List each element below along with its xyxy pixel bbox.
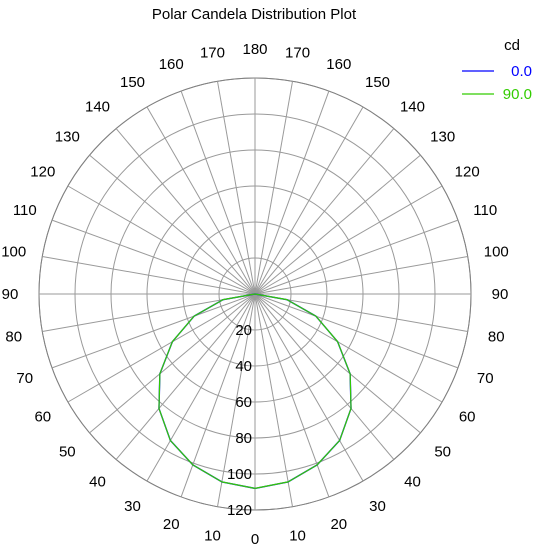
- radial-label: 60: [235, 394, 252, 411]
- chart-title: Polar Candela Distribution Plot: [152, 6, 357, 23]
- grid-spoke: [216, 293, 256, 507]
- radial-label: 100: [227, 466, 252, 483]
- radial-labels: 20 40 60 80 100 120: [227, 322, 252, 519]
- angle-label: 120: [455, 164, 480, 181]
- grid-spoke: [180, 293, 256, 498]
- series-layer: [158, 293, 352, 490]
- angle-label: 170: [285, 45, 310, 62]
- grid-spoke: [42, 255, 256, 295]
- radial-label: 120: [227, 502, 252, 519]
- angle-labels: 0 10 10 20 20 30 30 40 40 50 50 60 60 70 70 80 80 90 90 100…: [1, 41, 509, 548]
- angle-label: 30: [124, 498, 141, 515]
- grid-spoke: [254, 293, 421, 434]
- grid-spoke: [254, 90, 330, 295]
- angle-label: 60: [34, 409, 51, 426]
- angle-label: 10: [289, 527, 306, 544]
- angle-label: 40: [89, 474, 106, 491]
- grid-spoke: [67, 185, 256, 295]
- grid-spoke: [115, 293, 256, 460]
- polar-grid: [38, 77, 472, 511]
- grid-spoke: [254, 293, 330, 498]
- grid-spoke: [254, 293, 443, 403]
- angle-label: 20: [330, 516, 347, 533]
- grid-spoke: [51, 293, 256, 369]
- angle-label: 0: [251, 531, 259, 548]
- angle-label: 130: [430, 129, 455, 146]
- angle-label: 60: [459, 409, 476, 426]
- grid-spoke: [146, 293, 256, 482]
- angle-label: 30: [369, 498, 386, 515]
- grid-spoke: [254, 293, 459, 369]
- angle-label: 140: [85, 98, 110, 115]
- angle-label: 100: [1, 243, 26, 260]
- angle-label: 150: [120, 74, 145, 91]
- legend: cd 0.0 90.0: [462, 37, 532, 103]
- angle-label: 120: [30, 164, 55, 181]
- angle-label: 40: [404, 474, 421, 491]
- grid-spoke: [146, 106, 256, 295]
- grid-spoke: [180, 90, 256, 295]
- angle-label: 70: [477, 370, 494, 387]
- angle-label: 90: [492, 286, 509, 303]
- grid-spoke: [254, 293, 468, 333]
- grid-spoke: [216, 81, 256, 295]
- angle-label: 130: [55, 129, 80, 146]
- grid-spoke: [254, 219, 459, 295]
- radial-label: 40: [235, 358, 252, 375]
- grid-spoke: [115, 128, 256, 295]
- angle-label: 70: [16, 370, 33, 387]
- legend-label: 0.0: [511, 63, 532, 80]
- angle-label: 100: [484, 243, 509, 260]
- grid-spoke: [89, 154, 256, 295]
- angle-label: 180: [242, 41, 267, 58]
- angle-label: 140: [400, 98, 425, 115]
- grid-spoke: [254, 81, 294, 295]
- angle-label: 80: [5, 329, 22, 346]
- angle-label: 90: [2, 286, 19, 303]
- grid-spoke: [254, 293, 364, 482]
- series-line: [158, 293, 352, 489]
- grid-spoke: [51, 219, 256, 295]
- angle-label: 80: [488, 329, 505, 346]
- angle-label: 10: [204, 527, 221, 544]
- legend-unit: cd: [504, 37, 520, 54]
- angle-label: 50: [59, 443, 76, 460]
- radial-label: 20: [235, 322, 252, 339]
- grid-spoke: [254, 185, 443, 295]
- grid-spoke: [89, 293, 256, 434]
- angle-label: 110: [13, 202, 37, 219]
- grid-spoke: [254, 154, 421, 295]
- angle-label: 110: [473, 202, 497, 219]
- radial-label: 80: [235, 430, 252, 447]
- angle-label: 20: [163, 516, 180, 533]
- grid-spoke: [254, 128, 395, 295]
- legend-label: 90.0: [503, 86, 532, 103]
- grid-spoke: [42, 293, 256, 333]
- angle-label: 160: [326, 56, 351, 73]
- angle-label: 160: [159, 56, 184, 73]
- angle-label: 50: [434, 443, 451, 460]
- grid-spoke: [254, 255, 468, 295]
- grid-spoke: [67, 293, 256, 403]
- angle-label: 150: [365, 74, 390, 91]
- grid-spoke: [254, 106, 364, 295]
- angle-label: 170: [200, 45, 225, 62]
- grid-spoke: [254, 293, 395, 460]
- grid-spoke: [254, 293, 294, 507]
